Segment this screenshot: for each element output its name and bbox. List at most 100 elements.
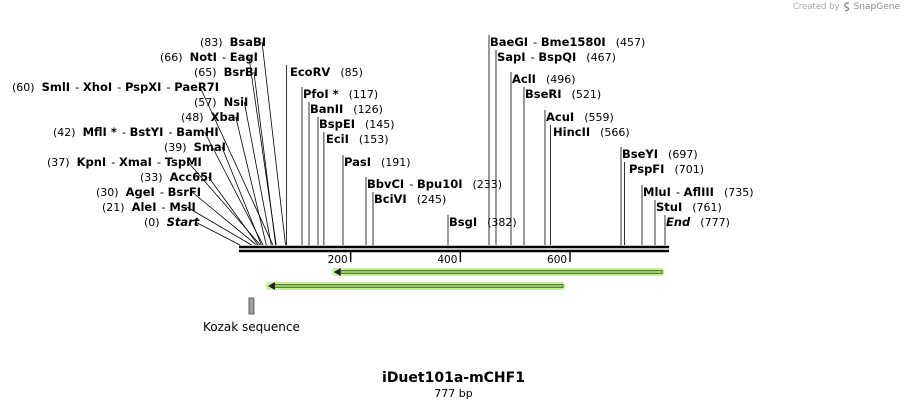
tick-label-200: 200: [328, 254, 348, 266]
enzyme-start: Start: [167, 215, 200, 229]
site-label-smli: (60) SmlI - XhoI - PspXI - PaeR7I: [12, 80, 219, 94]
enzyme-pfoi: PfoI *: [303, 87, 339, 101]
map-length: 777 bp: [434, 387, 473, 400]
enzyme-afliii: AflIII: [684, 185, 714, 199]
enzyme-bseri: BseRI: [525, 87, 562, 101]
enzyme-eagi: EagI: [230, 50, 258, 64]
enzyme-msli: MslI: [169, 200, 196, 214]
site-label-xbai: (48) XbaI: [181, 110, 240, 124]
enzyme-agei: AgeI: [126, 185, 155, 199]
enzyme-pspxi: PspXI: [125, 80, 161, 94]
site-labels: (83) BsaBI(66) NotI - EagI(65) BsrBI(60) SmlI…: [12, 35, 754, 229]
enzyme-banii: BanII: [310, 102, 343, 116]
site-separator: -: [409, 177, 417, 191]
site-label-pspfi: PspFI (701): [629, 162, 704, 176]
kozak-feature-label: Kozak sequence: [203, 320, 300, 334]
site-separator: -: [533, 35, 541, 49]
site-position-sapi: (467): [586, 51, 616, 64]
site-connectors: [186, 35, 666, 246]
enzyme-hincii: HincII: [553, 125, 590, 139]
tick-label-400: 400: [437, 254, 457, 266]
site-label-start: (0) Start: [144, 215, 200, 229]
enzyme-end: End: [666, 215, 691, 229]
site-separator: -: [122, 125, 130, 139]
arrow-top-body: [337, 270, 663, 274]
site-label-bbvci: BbvCI - Bpu10I (233): [367, 177, 502, 191]
site-position-pfoi: (117): [349, 88, 379, 101]
site-position-ecii: (153): [359, 133, 389, 146]
site-separator: -: [222, 50, 230, 64]
enzyme-mfli: MflI *: [83, 125, 117, 139]
enzyme-bsabi: BsaBI: [230, 35, 266, 49]
site-position-xbai: (48): [181, 111, 204, 124]
site-position-bspei: (145): [365, 118, 395, 131]
enzyme-kpni: KpnI: [77, 155, 107, 169]
site-separator: -: [160, 185, 168, 199]
enzyme-paer7i: PaeR7I: [174, 80, 219, 94]
features: [248, 297, 255, 315]
site-separator: -: [531, 50, 539, 64]
site-position-end: (777): [700, 216, 730, 229]
credit-brand: SnapGene: [853, 2, 900, 12]
site-separator: -: [162, 200, 170, 214]
site-label-sapi: SapI - BspQI (467): [497, 50, 616, 64]
dna-backbone: [239, 245, 669, 253]
site-position-nsii: (57): [194, 96, 217, 109]
connector-xbai: [235, 116, 267, 246]
connector-bsabi: [261, 41, 286, 246]
site-label-bsgi: BsgI (382): [449, 215, 517, 229]
arrow-top-head: [333, 268, 341, 276]
enzyme-acc65i: Acc65I: [170, 170, 213, 184]
site-position-kpni: (37): [47, 156, 70, 169]
site-label-bsrbi: (65) BsrBI: [194, 65, 258, 79]
connector-bsrbi: [253, 71, 277, 246]
enzyme-bsgi: BsgI: [449, 215, 477, 229]
arrow-bottom-body: [271, 284, 564, 288]
site-label-bsabi: (83) BsaBI: [200, 35, 266, 49]
site-label-acc65i: (33) Acc65I: [140, 170, 212, 184]
connector-alei: [186, 206, 252, 246]
enzyme-tspmi: TspMI: [165, 155, 202, 169]
site-label-noti: (66) NotI - EagI: [160, 50, 258, 64]
site-position-bsabi: (83): [200, 36, 223, 49]
site-position-baegi: (457): [616, 36, 646, 49]
site-label-bseri: BseRI (521): [525, 87, 601, 101]
connector-smli: [199, 86, 274, 246]
enzyme-stui: StuI: [656, 200, 682, 214]
enzyme-ecii: EciI: [326, 132, 349, 146]
site-label-ecii: EciI (153): [326, 132, 389, 146]
site-label-ecorv: EcoRV (85): [290, 65, 363, 79]
feature-kozak-sequence: [248, 297, 255, 315]
connector-smai: [221, 146, 262, 246]
site-position-start: (0): [144, 216, 160, 229]
tick-label-600: 600: [547, 254, 567, 266]
site-label-baegi: BaeGI - Bme1580I (457): [490, 35, 645, 49]
site-position-mfli: (42): [53, 126, 76, 139]
enzyme-xhoi: XhoI: [83, 80, 112, 94]
site-position-pspfi: (701): [674, 163, 704, 176]
site-separator: -: [166, 80, 174, 94]
site-position-bcivi: (245): [417, 193, 447, 206]
site-position-acui: (559): [584, 111, 614, 124]
enzyme-bbvci: BbvCI: [367, 177, 404, 191]
enzyme-bspqi: BspQI: [538, 50, 576, 64]
ruler-ticks: 200 400 600: [328, 252, 571, 266]
enzyme-xbai: XbaI: [211, 110, 240, 124]
site-label-banii: BanII (126): [310, 102, 383, 116]
feature-arrows: [265, 268, 665, 290]
site-separator: -: [111, 155, 119, 169]
enzyme-bpu10i: Bpu10I: [417, 177, 462, 191]
site-label-hincii: HincII (566): [553, 125, 630, 139]
site-position-bbvci: (233): [473, 178, 503, 191]
site-position-ecorv: (85): [340, 66, 363, 79]
site-label-pasi: PasI (191): [344, 155, 411, 169]
map-title: iDuet101a-mCHF1: [382, 370, 525, 386]
site-label-kpni: (37) KpnI - XmaI - TspMI: [47, 155, 202, 169]
site-position-pasi: (191): [381, 156, 411, 169]
site-position-agei: (30): [96, 186, 119, 199]
enzyme-bsrbi: BsrBI: [224, 65, 258, 79]
enzyme-bcivi: BciVI: [374, 192, 407, 206]
site-label-mlui: MluI - AflIII (735): [643, 185, 754, 199]
connector-acc65i: [208, 176, 259, 246]
